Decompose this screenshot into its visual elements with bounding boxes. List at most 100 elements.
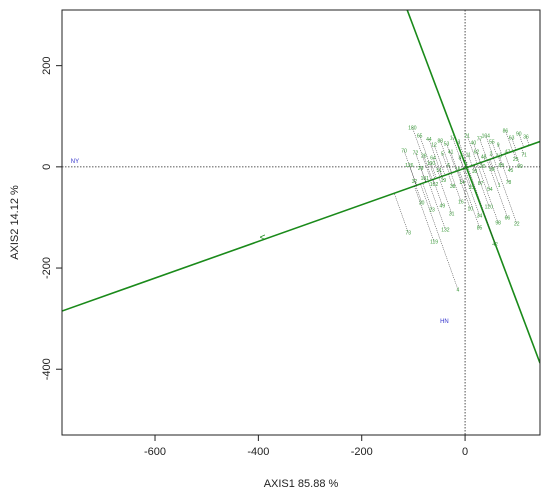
point-label-15: 15 xyxy=(455,167,461,173)
point-label-6: 6 xyxy=(447,163,450,169)
point-label-42: 42 xyxy=(492,242,498,248)
point-label-33: 33 xyxy=(468,185,474,191)
point-label-21: 21 xyxy=(464,133,470,139)
connector-20 xyxy=(481,162,483,166)
connector-31 xyxy=(438,177,452,214)
point-label-85: 85 xyxy=(477,226,483,232)
point-label-58: 58 xyxy=(489,167,495,173)
point-label-73: 73 xyxy=(405,231,411,237)
y-tick-label: 200 xyxy=(41,56,53,74)
reference-line-a xyxy=(62,140,540,312)
connector-85 xyxy=(458,170,480,228)
point-label-36: 36 xyxy=(523,134,529,140)
connector-88 xyxy=(440,140,452,173)
point-label-119: 119 xyxy=(430,240,438,246)
connector-36 xyxy=(525,136,530,146)
point-label-18: 18 xyxy=(472,169,478,175)
point-label-12: 12 xyxy=(431,143,437,149)
point-label-14: 14 xyxy=(459,180,465,186)
point-label-13: 13 xyxy=(496,154,502,160)
point-label-54: 54 xyxy=(487,187,493,193)
point-label-2: 2 xyxy=(490,152,493,158)
connector-3 xyxy=(458,141,469,168)
connector-lines-layer xyxy=(394,127,530,290)
point-label-38: 38 xyxy=(450,184,456,190)
y-axis-label: AXIS2 14.12 % xyxy=(9,185,21,260)
point-label-47: 47 xyxy=(505,150,511,156)
point-label-20: 20 xyxy=(480,164,486,170)
environment-label-hn: HN xyxy=(440,319,449,325)
connector-19 xyxy=(441,176,444,181)
connector-26 xyxy=(423,155,433,180)
point-label-45: 45 xyxy=(508,168,514,174)
point-label-126: 126 xyxy=(405,163,414,169)
point-label-70: 70 xyxy=(401,149,407,155)
connector-23 xyxy=(422,183,433,210)
point-label-71: 71 xyxy=(521,153,527,159)
point-label-1: 1 xyxy=(498,183,501,189)
point-label-7: 7 xyxy=(465,162,468,168)
point-label-87: 87 xyxy=(478,181,484,187)
point-label-65: 65 xyxy=(417,133,423,139)
point-label-62: 62 xyxy=(474,150,480,156)
x-tick-label: -200 xyxy=(351,446,373,458)
point-label-25: 25 xyxy=(513,157,519,163)
connector-132 xyxy=(428,181,446,230)
connector-29 xyxy=(420,167,426,183)
connector-4 xyxy=(420,183,459,290)
point-label-8: 8 xyxy=(459,156,462,162)
environment-labels-layer: NY HN xyxy=(71,159,449,325)
reference-lines-layer xyxy=(62,10,540,435)
connector-70 xyxy=(403,150,417,186)
point-label-100: 100 xyxy=(427,161,436,167)
connector-65 xyxy=(419,135,436,179)
connector-48 xyxy=(483,156,486,162)
connector-126 xyxy=(409,164,417,186)
point-label-34: 34 xyxy=(477,213,483,219)
connector-60 xyxy=(514,150,521,166)
point-label-66: 66 xyxy=(505,215,511,221)
connector-33 xyxy=(464,168,472,188)
connector-53 xyxy=(446,143,457,172)
plot-frame-layer xyxy=(61,9,541,436)
y-tick-label: -400 xyxy=(41,358,53,380)
connector-5 xyxy=(442,153,450,174)
point-label-89: 89 xyxy=(498,163,504,169)
connector-38 xyxy=(448,173,453,187)
connector-58 xyxy=(488,159,493,169)
x-tick-label: 0 xyxy=(462,446,468,458)
point-label-17: 17 xyxy=(450,136,456,142)
point-label-120: 120 xyxy=(485,204,494,210)
point-label-41: 41 xyxy=(448,150,454,156)
connector-64 xyxy=(432,157,441,178)
point-label-31: 31 xyxy=(449,211,455,217)
connector-100 xyxy=(430,162,437,179)
connector-25 xyxy=(512,151,516,159)
point-label-51: 51 xyxy=(436,168,442,174)
plot-frame xyxy=(61,9,541,436)
point-label-19: 19 xyxy=(441,178,447,184)
connector-12 xyxy=(433,144,446,176)
connector-41 xyxy=(450,151,458,171)
connector-6 xyxy=(448,164,452,174)
point-label-132: 132 xyxy=(441,228,450,234)
connector-45 xyxy=(504,153,511,170)
connector-14 xyxy=(457,170,463,183)
connector-7 xyxy=(465,163,468,168)
point-label-16: 16 xyxy=(458,199,464,205)
point-label-77: 77 xyxy=(477,137,483,143)
point-label-104: 104 xyxy=(482,133,491,139)
point-label-44: 44 xyxy=(426,137,432,143)
x-axis-label: AXIS1 85.88 % xyxy=(264,478,339,490)
point-label-102: 102 xyxy=(430,182,439,188)
point-label-53: 53 xyxy=(444,142,450,148)
connector-10 xyxy=(456,170,471,209)
connector-44 xyxy=(428,138,443,177)
connector-30 xyxy=(415,185,422,203)
connector-101 xyxy=(424,177,427,182)
connector-73 xyxy=(394,193,409,233)
connector-89 xyxy=(498,156,502,165)
connector-49 xyxy=(432,179,443,206)
